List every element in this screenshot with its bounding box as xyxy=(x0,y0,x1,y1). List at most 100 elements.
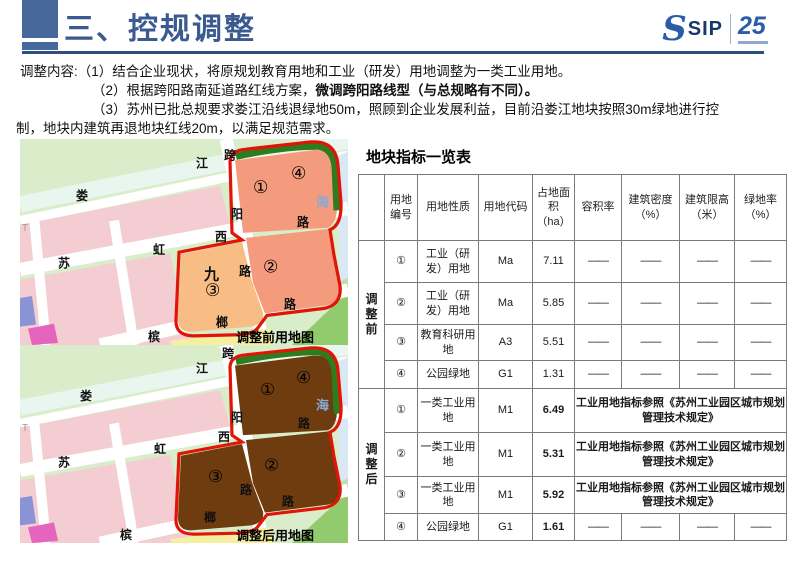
col-header-density: 建筑密度（%） xyxy=(621,174,680,241)
cell-green: —— xyxy=(734,324,787,361)
cell-ref-note: 工业用地指标参照《苏州工业园区城市规划管理技术规定》 xyxy=(574,388,787,433)
cell-far: —— xyxy=(574,282,622,325)
label-su: 苏 xyxy=(58,456,70,470)
label-yang: 阳 xyxy=(231,206,243,221)
cell-nature: 教育科研用地 xyxy=(417,324,479,361)
intro-item2-bold: 微调跨阳路线型（与总规略有不同）。 xyxy=(315,83,539,98)
cell-density: —— xyxy=(621,513,680,541)
cell-height: —— xyxy=(679,360,735,389)
plot-4-number: ④ xyxy=(296,368,311,387)
table-row-before-1: 调整前 ① 工业（研发）用地 Ma 7.11 —— —— —— —— xyxy=(358,240,787,389)
cell-nature: 一类工业用地 xyxy=(417,388,479,433)
cell-code: Ma xyxy=(478,240,533,283)
road-vertical-2 xyxy=(109,219,139,345)
plot-3-area xyxy=(178,444,264,531)
label-lu-mid: 路 xyxy=(239,264,252,279)
cell-code: M1 xyxy=(478,476,533,514)
map-before-adjustment: 娄 江 跨 阳 西 虹 苏 路 九 路 槟 榔 路 海 T ① ④ ② ③ 调整… xyxy=(20,139,348,345)
plot-4-number: ④ xyxy=(291,163,306,183)
label-yang: 阳 xyxy=(231,411,243,425)
plot-1-number: ① xyxy=(253,177,268,197)
logo-divider xyxy=(730,14,731,44)
col-header-area: 占地面积（ha） xyxy=(532,174,575,241)
col-header-height-limit: 建筑限高（米） xyxy=(679,174,735,241)
cell-code: A3 xyxy=(478,324,533,361)
label-hong: 虹 xyxy=(153,242,165,257)
cell-area: 1.61 xyxy=(532,513,575,541)
cell-no: ② xyxy=(384,432,418,477)
cell-code: G1 xyxy=(478,513,533,541)
label-lang: 榔 xyxy=(216,315,228,330)
cell-far: —— xyxy=(574,360,622,389)
magenta-patch xyxy=(28,323,58,345)
intro-line-4: 制，地块内建筑再退地块红线20m，以满足规范需求。 xyxy=(16,121,340,136)
cell-no: ③ xyxy=(384,476,418,514)
cell-nature: 公园绿地 xyxy=(417,360,479,389)
label-kua: 跨 xyxy=(224,148,237,162)
table-row-before-4: ④ 公园绿地 G1 1.31 —— —— —— —— xyxy=(359,360,787,389)
cell-ref-note: 工业用地指标参照《苏州工业园区城市规划管理技术规定》 xyxy=(574,476,787,514)
label-jiu: 九 xyxy=(203,266,220,284)
col-header-plot-no: 用地编号 xyxy=(384,174,418,241)
cell-ref-note: 工业用地指标参照《苏州工业园区城市规划管理技术规定》 xyxy=(574,432,787,477)
table-row-after-2: ② 一类工业用地 M1 5.31 工业用地指标参照《苏州工业园区城市规划管理技术… xyxy=(359,432,787,477)
label-lu-se: 路 xyxy=(282,495,294,509)
cell-nature: 工业（研发）用地 xyxy=(417,240,479,283)
cell-density: —— xyxy=(621,324,680,361)
label-xi: 西 xyxy=(218,430,230,444)
label-lu-east: 路 xyxy=(298,416,310,430)
cell-height: —— xyxy=(679,513,735,541)
blue-patch xyxy=(20,296,36,327)
magenta-patch xyxy=(28,522,58,543)
table-title: 地块指标一览表 xyxy=(366,149,472,166)
label-river-east: 海 xyxy=(316,193,329,209)
plot-2-number: ② xyxy=(264,456,279,475)
sip-logo-s-icon: S xyxy=(662,9,687,49)
cell-no: ④ xyxy=(384,513,418,541)
map-before-svg: 娄 江 跨 阳 西 虹 苏 路 九 路 槟 榔 路 海 T ① ④ ② ③ 调整… xyxy=(20,139,348,345)
col-header-green-rate: 绿地率（%） xyxy=(734,174,787,241)
plot-2-area xyxy=(246,431,342,513)
label-hong: 虹 xyxy=(154,442,166,456)
plot-3-number: ③ xyxy=(205,280,220,300)
label-lang: 榔 xyxy=(204,511,216,525)
cell-area: 5.92 xyxy=(532,476,575,514)
city-block-lower xyxy=(20,253,190,345)
label-lou: 娄 xyxy=(80,389,92,403)
cell-far: —— xyxy=(574,240,622,283)
plot-index-table: 用地编号 用地性质 用地代码 占地面积（ha） 容积率 建筑密度（%） 建筑限高… xyxy=(358,174,787,541)
cell-far: —— xyxy=(574,324,622,361)
plot-2-number: ② xyxy=(263,256,278,276)
plot-2-area xyxy=(246,228,342,314)
intro-line-1: 调整内容:（1）结合企业现状，将原规划教育用地和工业（研发）用地调整为一类工业用… xyxy=(20,63,571,81)
label-xi: 西 xyxy=(215,230,227,244)
cell-code: G1 xyxy=(478,360,533,389)
plot-1-number: ① xyxy=(260,380,275,399)
cell-code: M1 xyxy=(478,388,533,433)
cell-code: M1 xyxy=(478,432,533,477)
city-block-lower xyxy=(20,454,190,543)
intro-line-2: （2）根据跨阳路南延道路红线方案，微调跨阳路线型（与总规略有不同）。 xyxy=(92,82,538,100)
plot-3-area xyxy=(178,242,264,332)
page-title: 三、控规调整 xyxy=(64,13,256,46)
cell-code: Ma xyxy=(478,282,533,325)
table-row-after-3: ③ 一类工业用地 M1 5.92 工业用地指标参照《苏州工业园区城市规划管理技术… xyxy=(359,476,787,514)
red-boundary xyxy=(174,140,343,338)
cell-green: —— xyxy=(734,360,787,389)
table-header-row: 用地编号 用地性质 用地代码 占地面积（ha） 容积率 建筑密度（%） 建筑限高… xyxy=(358,174,787,241)
road-vertical-1 xyxy=(29,216,51,345)
cell-nature: 工业（研发）用地 xyxy=(417,282,479,325)
label-t: T xyxy=(22,223,28,234)
cell-nature: 一类工业用地 xyxy=(417,432,479,477)
cell-green: —— xyxy=(734,282,787,325)
group-label-after: 调整后 xyxy=(358,388,385,541)
cell-area: 6.49 xyxy=(532,388,575,433)
label-river-east: 海 xyxy=(316,398,329,413)
intro-line-3: （3）苏州已批总规要求娄江沿线退绿地50m，照顾到企业发展利益，目前沿娄江地块按… xyxy=(92,102,720,117)
cell-height: —— xyxy=(679,282,735,325)
cell-area: 7.11 xyxy=(532,240,575,283)
corner-cell xyxy=(358,174,385,241)
cell-nature: 公园绿地 xyxy=(417,513,479,541)
col-header-far: 容积率 xyxy=(574,174,622,241)
table-row-before-2: ② 工业（研发）用地 Ma 5.85 —— —— —— —— xyxy=(359,282,787,325)
